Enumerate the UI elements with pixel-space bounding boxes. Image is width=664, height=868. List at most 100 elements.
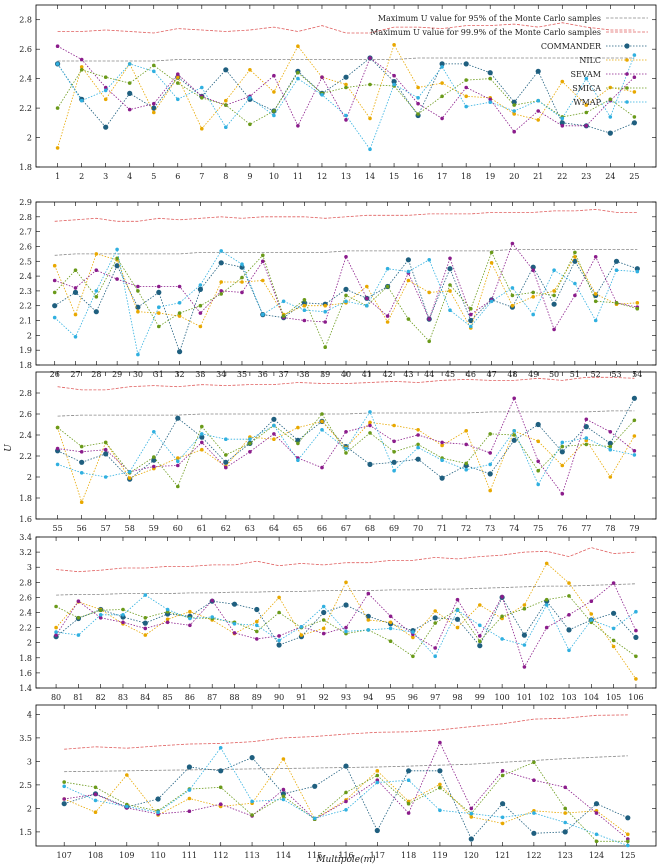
point-wmap: [392, 468, 396, 473]
point-wmap: [281, 797, 286, 802]
point-wmap: [440, 458, 444, 463]
point-sevam: [448, 256, 452, 261]
y-tick-label: 1.8: [19, 163, 32, 172]
point-smica: [608, 444, 613, 449]
point-commander: [343, 763, 349, 769]
point-smica: [254, 629, 259, 634]
point-sevam: [240, 290, 244, 295]
y-tick-label: 2: [27, 331, 32, 340]
x-tick-label: 52: [591, 370, 601, 379]
x-tick-label: 54: [632, 370, 642, 379]
point-smica: [532, 760, 536, 765]
point-smica: [593, 299, 598, 304]
point-commander: [607, 440, 613, 446]
point-commander: [72, 289, 79, 295]
point-sevam: [455, 597, 460, 602]
point-nilc: [544, 561, 549, 566]
y-tick-label: 2.4: [19, 272, 32, 281]
x-tick-label: 39: [320, 370, 330, 379]
point-smica: [323, 345, 328, 350]
x-tick-label: 18: [461, 172, 471, 181]
point-sevam: [632, 449, 637, 453]
y-tick-label: 2.1: [19, 317, 32, 326]
point-smica: [296, 441, 300, 446]
point-wmap: [218, 746, 223, 750]
point-wmap: [98, 613, 103, 617]
point-smica: [567, 594, 571, 598]
point-wmap: [632, 53, 637, 57]
x-tick-label: 117: [370, 851, 385, 860]
point-commander: [271, 416, 277, 422]
point-smica: [632, 418, 637, 423]
point-nilc: [366, 618, 371, 622]
point-wmap: [560, 440, 565, 445]
x-tick-label: 43: [403, 370, 413, 379]
x-tick-label: 30: [133, 370, 143, 379]
x-tick-label: 7: [199, 172, 204, 181]
x-tick-label: 59: [149, 524, 159, 533]
point-smica: [573, 250, 577, 255]
x-tick-label: 119: [432, 851, 447, 860]
threshold-999-line: [54, 208, 638, 222]
point-commander: [367, 461, 373, 467]
point-wmap: [152, 430, 156, 434]
point-smica: [500, 614, 504, 619]
panel-frame: [35, 536, 657, 689]
point-sevam: [488, 451, 493, 455]
point-smica: [563, 806, 567, 811]
y-tick-label: 2: [27, 804, 32, 813]
x-tick-label: 112: [213, 851, 228, 860]
point-sevam: [366, 591, 371, 596]
point-nilc: [489, 261, 494, 265]
x-tick-label: 2: [79, 172, 84, 181]
point-nilc: [552, 289, 556, 293]
point-nilc: [392, 43, 396, 47]
x-tick-label: 122: [526, 851, 541, 860]
point-smica: [177, 311, 182, 315]
point-nilc: [165, 617, 170, 622]
x-tick-label: 91: [296, 693, 306, 702]
x-tick-label: 5: [151, 172, 156, 181]
x-tick-label: 106: [628, 693, 643, 702]
point-nilc: [392, 423, 396, 428]
point-sevam: [344, 430, 348, 434]
point-nilc: [584, 103, 589, 107]
point-smica: [512, 103, 516, 107]
point-commander: [114, 263, 120, 269]
point-nilc: [448, 289, 452, 293]
x-tick-label: 103: [561, 693, 576, 702]
point-nilc: [188, 609, 192, 614]
point-smica: [62, 780, 66, 784]
point-smica: [152, 455, 156, 459]
point-nilc: [510, 303, 515, 308]
point-commander: [406, 768, 412, 774]
point-wmap: [512, 109, 516, 113]
y-tick-label: 2.2: [19, 302, 32, 311]
point-wmap: [469, 811, 474, 816]
y-tick-label: 3: [27, 563, 32, 572]
point-wmap: [573, 281, 577, 286]
point-wmap: [608, 115, 613, 119]
point-sevam: [121, 620, 125, 625]
point-wmap: [248, 437, 252, 442]
point-wmap: [532, 811, 536, 815]
point-wmap: [368, 410, 372, 414]
point-nilc: [560, 79, 565, 84]
point-sevam: [296, 124, 300, 128]
point-smica: [261, 253, 265, 258]
x-tick-label: 86: [185, 693, 195, 702]
point-nilc: [272, 90, 276, 94]
point-wmap: [366, 628, 371, 632]
point-wmap: [614, 268, 619, 273]
x-tick-label: 97: [430, 693, 440, 702]
point-wmap: [200, 432, 204, 436]
point-commander: [535, 68, 541, 74]
point-smica: [73, 268, 78, 273]
x-tick-label: 113: [244, 851, 259, 860]
threshold-95-line: [54, 249, 638, 256]
y-tick-label: 2.9: [19, 198, 32, 207]
x-tick-label: 1: [55, 172, 60, 181]
x-tick-label: 121: [495, 851, 510, 860]
x-tick-label: 111: [182, 851, 197, 860]
point-commander: [249, 755, 255, 761]
